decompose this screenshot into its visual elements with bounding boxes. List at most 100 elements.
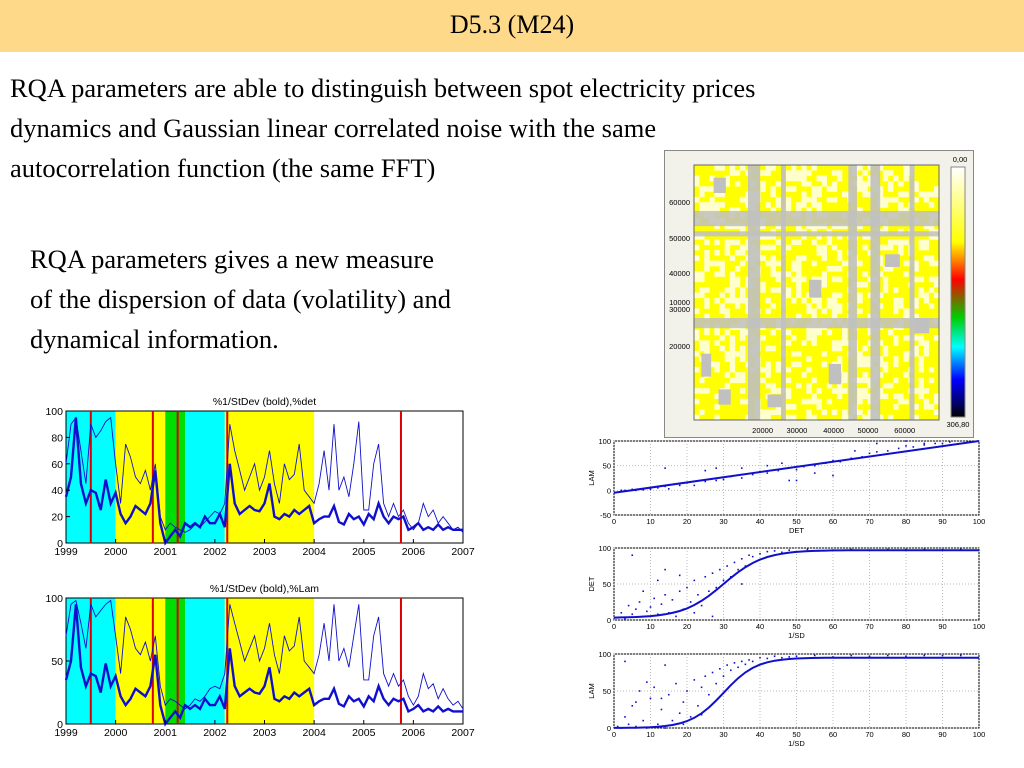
sc1-point [941,442,944,445]
sc3-point [740,660,743,663]
ts1-y-tick-label: 60 [51,459,63,471]
sc2-point [719,568,721,571]
rp-cell [699,377,705,384]
ts1-y-tick-label: 100 [45,406,63,418]
sc1-x-tick-label: 80 [902,517,910,526]
sc3-point [700,686,703,689]
rp-cell [862,271,868,277]
rp-cell [816,202,822,208]
rp-cell [918,366,924,373]
rp-cell [719,292,725,299]
rp-cell [796,265,802,272]
rp-cell [765,409,771,415]
sc2-point [773,550,776,552]
rp-cell [801,191,807,198]
sc2-y-tick-label: 50 [603,580,611,589]
sc1-x-tick-label: 0 [612,517,616,526]
rp-cell [857,297,863,304]
recurrence-plot: 20000 30000 40000 50000 60000 60000 50000 40000… [664,150,974,438]
rp-cell [903,356,909,362]
rp-cell [923,398,930,405]
rp-cell [913,260,919,267]
rp-cell [775,366,782,373]
rp-cell [734,281,741,288]
rp-cell [709,175,715,182]
rp-cell [796,239,802,245]
ts2-x-tick-label: 2002 [203,727,227,739]
sc2-point [715,586,717,589]
rp-cell [816,329,822,336]
rp-cell [724,297,731,304]
rp-cell [734,239,741,245]
rp-cell [714,271,720,277]
sc1-y-tick-label: 100 [598,437,611,446]
rp-cell [862,361,868,368]
sc3-point [708,693,710,696]
rp-cell [903,350,909,357]
rp-cell [704,250,710,256]
rp-cell [801,276,807,283]
rp-cell [933,191,940,198]
rp-cell [734,180,741,187]
sc3-point [678,712,681,714]
rp-cell [821,281,828,288]
rp-cell [745,191,751,198]
sc1-x-label: DET [789,526,804,535]
rp-cell [790,350,797,357]
rp-cell [760,414,766,421]
rp-cell [811,335,817,341]
sc1-point [664,467,666,469]
sc1-point [722,478,725,481]
rp-cell [801,234,807,240]
measure-line: of the dispersion of data (volatility) a… [30,284,451,314]
rp-cell [933,409,940,415]
sc2-point [638,601,641,603]
rp-cell [913,303,919,309]
rp-cell [770,409,776,415]
sc2-y-tick-label: 0 [607,616,611,625]
rp-cell [790,414,797,421]
rp-cell [770,255,776,261]
rp-cell [867,398,873,405]
rp-cell [887,244,894,251]
rp-cell [816,250,822,256]
sc3-point [616,725,619,728]
rp-cell [867,276,873,283]
rp-cell [903,308,909,315]
rp-cell [785,292,792,299]
sc2-point [642,590,644,592]
rp-cell [724,180,731,187]
rp-y-tick-label: 30000 [669,305,690,314]
sc2-point [708,590,710,592]
intro-line: dynamics and Gaussian linear correlated … [10,113,657,143]
rp-cell [831,409,838,415]
sc1-point [905,440,907,442]
sc1-point [766,472,769,474]
rp-cell [862,356,868,362]
rp-cell [831,388,838,394]
rp-cell [867,250,873,256]
rp-cell [734,170,741,176]
sc3-x-tick-label: 80 [902,730,910,739]
sc1-x-tick-label: 10 [646,517,654,526]
rp-cell [770,260,776,267]
sc2-point [751,555,754,558]
rp-cell [714,414,720,421]
ts2-band [165,598,186,724]
rp-cell [704,287,710,293]
rp-cell [826,329,833,336]
rp-cell [806,292,812,299]
rp-cell [842,329,848,336]
rp-cell [816,276,822,283]
rp-cell [898,393,904,400]
rp-cell [806,388,812,394]
sc3-point [704,675,707,677]
rp-cell [882,350,889,357]
rp-cell [699,186,705,192]
rp-cell [765,382,771,389]
sc2-point [726,565,728,567]
rp-cell [898,297,904,304]
ts1-x-tick-label: 2000 [104,546,128,558]
rp-cell [760,335,766,341]
rp-cell [898,398,904,405]
